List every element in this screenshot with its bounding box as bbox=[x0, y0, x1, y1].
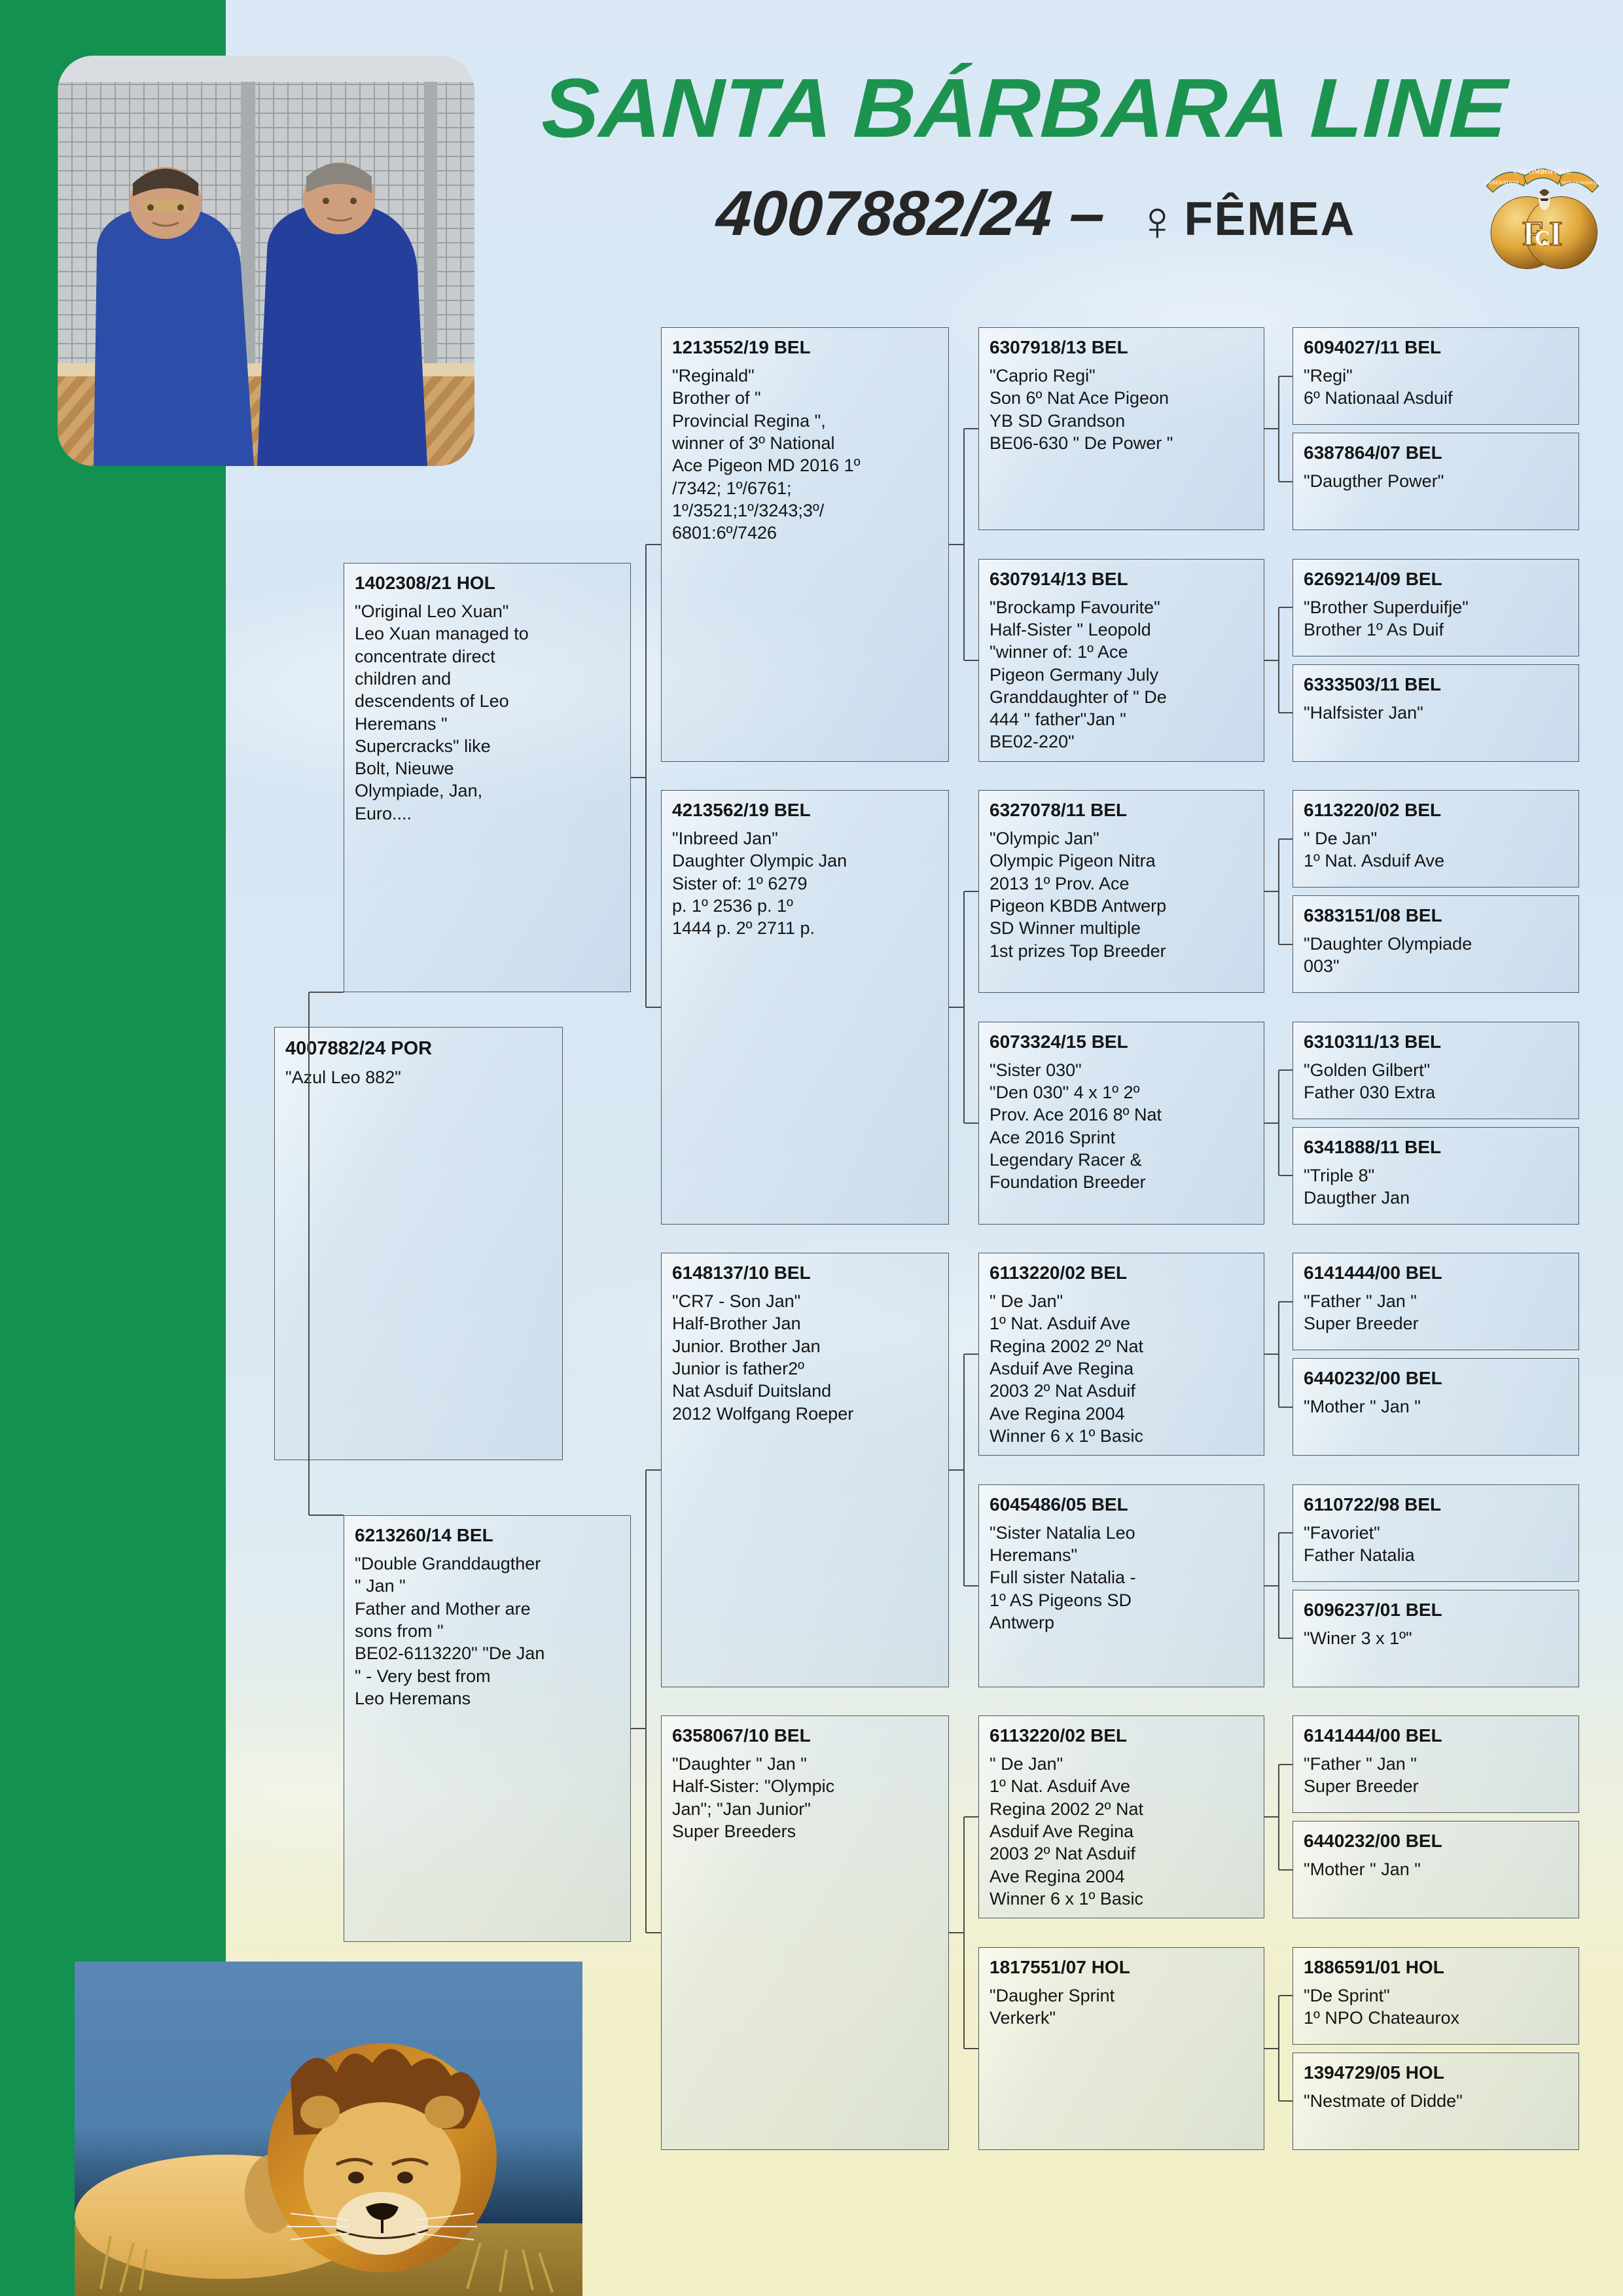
svg-text:C: C bbox=[1535, 226, 1550, 250]
svg-text:COLOMBOPHILE: COLOMBOPHILE bbox=[1514, 168, 1571, 175]
svg-text:INTERNATIONALE: INTERNATIONALE bbox=[1561, 181, 1601, 185]
svg-text:FEDERATION: FEDERATION bbox=[1486, 179, 1519, 185]
